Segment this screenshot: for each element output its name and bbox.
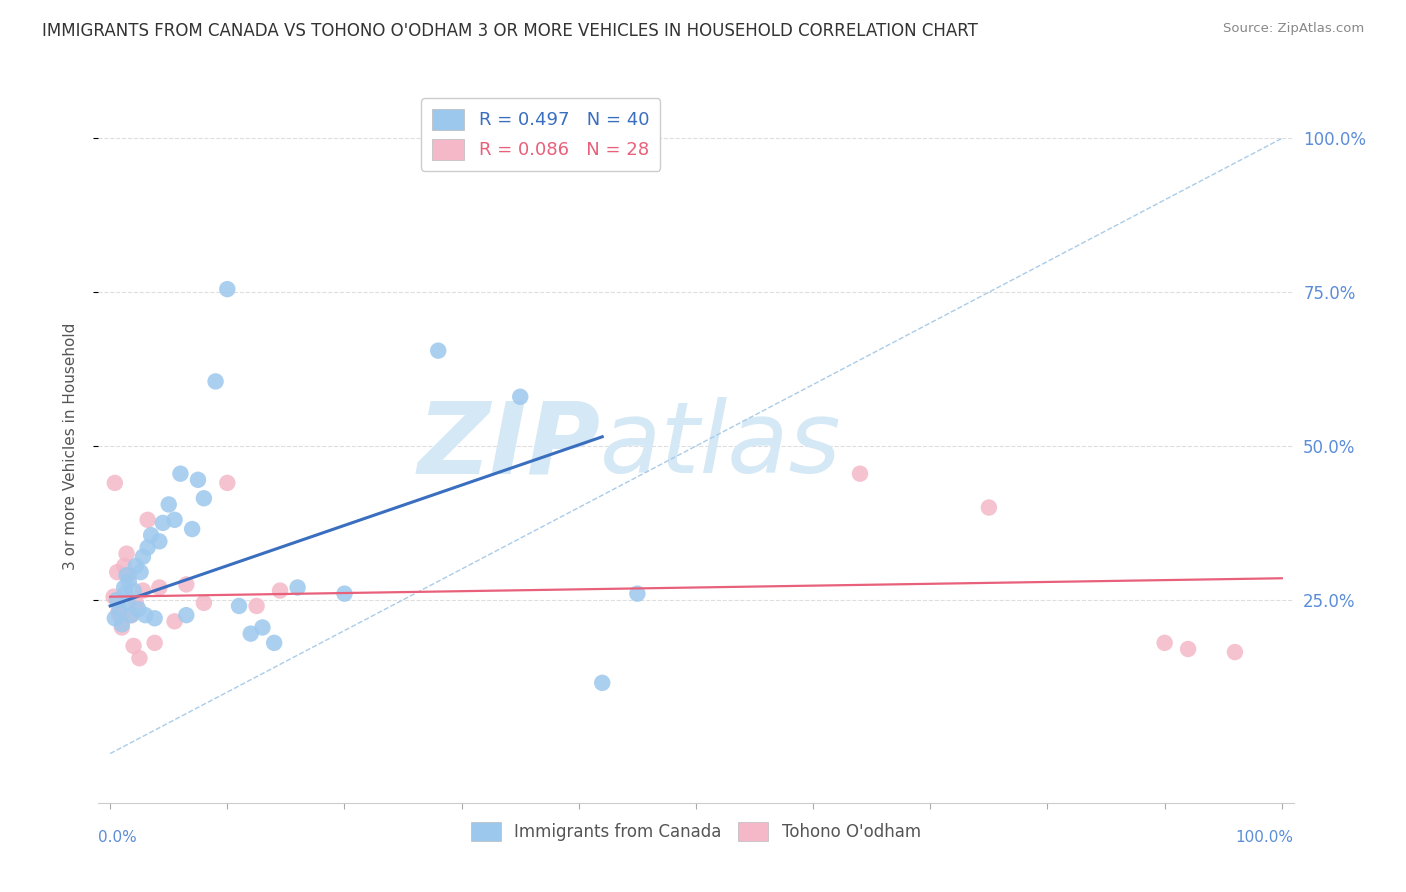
Point [132,583,155,598]
Point [104,611,127,625]
Point [157,498,180,512]
Point [509,390,531,404]
Point [134,608,156,623]
Y-axis label: 3 or more Vehicles in Household: 3 or more Vehicles in Household [63,322,77,570]
Point [108,608,131,623]
Point [181,522,204,536]
Point [111,620,134,634]
Point [193,491,215,506]
Point [977,500,1000,515]
Point [239,626,262,640]
Point [112,581,135,595]
Point [1153,636,1175,650]
Point [169,467,191,481]
Point [111,617,134,632]
Point [246,599,269,613]
Point [217,475,239,490]
Point [143,636,166,650]
Point [269,583,291,598]
Point [104,475,127,490]
Text: 0.0%: 0.0% [98,830,138,845]
Point [187,473,209,487]
Text: ZIP: ZIP [418,398,600,494]
Point [174,608,197,623]
Point [228,599,250,613]
Point [114,587,136,601]
Point [849,467,872,481]
Point [287,581,309,595]
Point [125,558,148,573]
Point [252,620,274,634]
Point [103,590,125,604]
Point [122,583,145,598]
Point [1223,645,1246,659]
Point [125,596,148,610]
Point [112,558,135,573]
Point [107,605,129,619]
Point [120,608,142,623]
Point [174,577,197,591]
Point [143,611,166,625]
Point [1177,642,1199,657]
Point [115,568,138,582]
Point [193,596,215,610]
Point [217,282,239,296]
Text: Source: ZipAtlas.com: Source: ZipAtlas.com [1223,22,1364,36]
Point [132,549,155,564]
Point [105,565,128,579]
Point [136,541,159,555]
Point [108,602,131,616]
Point [136,513,159,527]
Point [591,676,613,690]
Point [141,528,163,542]
Point [333,587,356,601]
Point [117,596,139,610]
Point [152,516,174,530]
Point [129,565,152,579]
Point [263,636,285,650]
Point [163,615,186,629]
Legend: Immigrants from Canada, Tohono O'odham: Immigrants from Canada, Tohono O'odham [464,815,928,848]
Text: IMMIGRANTS FROM CANADA VS TOHONO O'ODHAM 3 OR MORE VEHICLES IN HOUSEHOLD CORRELA: IMMIGRANTS FROM CANADA VS TOHONO O'ODHAM… [42,22,979,40]
Point [120,608,142,623]
Point [204,375,226,389]
Point [118,568,141,582]
Text: 100.0%: 100.0% [1236,830,1294,845]
Point [118,574,141,589]
Point [105,592,128,607]
Point [127,602,149,616]
Point [163,513,186,527]
Point [128,651,150,665]
Point [626,587,648,601]
Point [115,547,138,561]
Point [148,534,170,549]
Text: atlas: atlas [600,398,842,494]
Point [122,639,145,653]
Point [427,343,450,358]
Point [148,581,170,595]
